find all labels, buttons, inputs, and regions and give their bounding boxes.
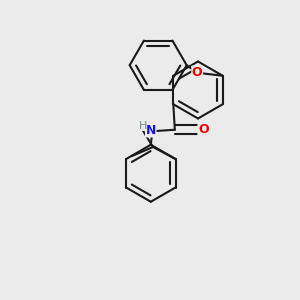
Text: O: O (192, 66, 202, 79)
Text: O: O (198, 123, 208, 136)
Text: H: H (139, 121, 147, 131)
Text: N: N (146, 124, 156, 137)
